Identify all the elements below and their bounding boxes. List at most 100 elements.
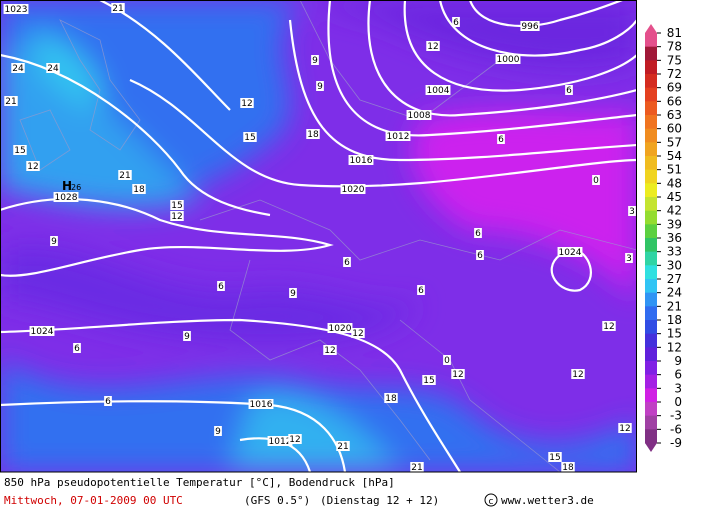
temperature-label: 6 bbox=[475, 229, 481, 239]
legend-tick-label: 51 bbox=[667, 163, 682, 177]
temperature-label-box bbox=[336, 441, 350, 451]
temperature-label-box bbox=[618, 423, 632, 433]
coastlines bbox=[19, 0, 637, 472]
temperature-label: 15 bbox=[549, 453, 560, 463]
temperature-label-box bbox=[497, 134, 505, 144]
temperature-label: 6 bbox=[477, 251, 483, 261]
legend-tick-label: 69 bbox=[667, 81, 682, 95]
temperature-label-box bbox=[384, 393, 398, 403]
temperature-label-box bbox=[628, 206, 636, 216]
temperature-label-box bbox=[452, 17, 460, 27]
legend-swatch bbox=[645, 429, 657, 444]
legend-swatch bbox=[645, 374, 657, 389]
copyright-icon bbox=[484, 493, 498, 507]
legend-swatch bbox=[645, 251, 657, 266]
temperature-label: 12 bbox=[427, 42, 438, 52]
legend-tick-label: 54 bbox=[667, 149, 682, 163]
temperature-label: 12 bbox=[603, 322, 614, 332]
temperature-label-box bbox=[111, 3, 125, 13]
pressure-label-box bbox=[495, 54, 521, 64]
legend-bottom-cap bbox=[645, 443, 657, 452]
pressure-label-box bbox=[340, 184, 366, 194]
pressure-label: 1028 bbox=[55, 193, 78, 203]
legend-swatch bbox=[645, 74, 657, 89]
temperature-label: 6 bbox=[498, 135, 504, 145]
temperature-label: 9 bbox=[290, 289, 296, 299]
legend-tick-label: 21 bbox=[667, 299, 682, 313]
pressure-label-box bbox=[267, 436, 293, 446]
legend-tick-label: 0 bbox=[674, 395, 682, 409]
temperature-label-box bbox=[474, 228, 482, 238]
temperature-label: 21 bbox=[112, 4, 123, 14]
temperature-label-box bbox=[170, 200, 184, 210]
pressure-label-box bbox=[348, 155, 374, 165]
legend-swatch bbox=[645, 87, 657, 102]
temperature-label-box bbox=[343, 257, 351, 267]
legend-swatch bbox=[645, 128, 657, 143]
legend-swatch bbox=[645, 292, 657, 307]
temperature-label-box bbox=[288, 434, 302, 444]
legend-swatch bbox=[645, 142, 657, 157]
temperature-label-box bbox=[592, 175, 600, 185]
legend-tick-label: 15 bbox=[667, 327, 682, 341]
legend-swatch bbox=[645, 402, 657, 417]
temperature-label-box bbox=[476, 250, 484, 260]
temperature-label: 6 bbox=[344, 258, 350, 268]
temperature-label-box bbox=[323, 345, 337, 355]
pressure-label: 1024 bbox=[31, 327, 54, 337]
color-legend: 8178757269666360575451484542393633302724… bbox=[645, 24, 682, 452]
pressure-label-box bbox=[29, 326, 55, 336]
legend-tick-label: 30 bbox=[667, 258, 682, 272]
legend-swatch bbox=[645, 320, 657, 335]
high-marker: H bbox=[62, 179, 72, 193]
footer-run: (Dienstag 12 + 12) bbox=[320, 494, 439, 507]
legend-tick-label: 72 bbox=[667, 67, 682, 81]
temperature-label: 6 bbox=[453, 18, 459, 28]
legend-swatch bbox=[645, 46, 657, 61]
temperature-label: 15 bbox=[423, 376, 434, 386]
high-value: 26 bbox=[71, 183, 81, 192]
temperature-label-box bbox=[625, 253, 633, 263]
temperature-label: 9 bbox=[317, 82, 323, 92]
temperature-label-box bbox=[214, 426, 222, 436]
legend-tick-label: 57 bbox=[667, 135, 682, 149]
temperature-label-box bbox=[26, 161, 40, 171]
legend-swatch bbox=[645, 333, 657, 348]
temperature-label-box bbox=[170, 211, 184, 221]
legend-tick-label: 75 bbox=[667, 53, 682, 67]
temperature-label-box bbox=[217, 281, 225, 291]
legend-swatch bbox=[645, 101, 657, 116]
legend-tick-label: 48 bbox=[667, 176, 682, 190]
legend-swatch bbox=[645, 156, 657, 171]
temperature-label-box bbox=[426, 41, 440, 51]
pressure-label-box bbox=[327, 323, 353, 333]
legend-swatch bbox=[645, 388, 657, 403]
map-frame bbox=[0, 0, 637, 473]
temperature-label: 12 bbox=[452, 370, 463, 380]
temperature-label-box bbox=[118, 170, 132, 180]
legend-swatch bbox=[645, 415, 657, 430]
legend-tick-label: -9 bbox=[670, 436, 682, 450]
temperature-label: 0 bbox=[593, 176, 599, 186]
temperature-label: 21 bbox=[5, 97, 16, 107]
temperature-label-box bbox=[243, 132, 257, 142]
footer-model: (GFS 0.5°) bbox=[244, 494, 310, 507]
temperature-label: 12 bbox=[619, 424, 630, 434]
temperature-label: 6 bbox=[566, 86, 572, 96]
legend-tick-label: 39 bbox=[667, 217, 682, 231]
legend-swatch bbox=[645, 224, 657, 239]
temperature-label: 15 bbox=[171, 201, 182, 211]
temperature-label-box bbox=[451, 369, 465, 379]
legend-swatch bbox=[645, 183, 657, 198]
pressure-label: 1012 bbox=[387, 132, 410, 142]
pressure-label: 1020 bbox=[329, 324, 352, 334]
temperature-label-box bbox=[548, 452, 562, 462]
pressure-label-box bbox=[406, 110, 432, 120]
legend-tick-label: 27 bbox=[667, 272, 682, 286]
temperature-label-box bbox=[571, 369, 585, 379]
pressure-label: 1008 bbox=[408, 111, 431, 121]
pressure-label: 1000 bbox=[497, 55, 520, 65]
pressure-label: 1016 bbox=[350, 156, 373, 166]
temperature-label-box bbox=[602, 321, 616, 331]
